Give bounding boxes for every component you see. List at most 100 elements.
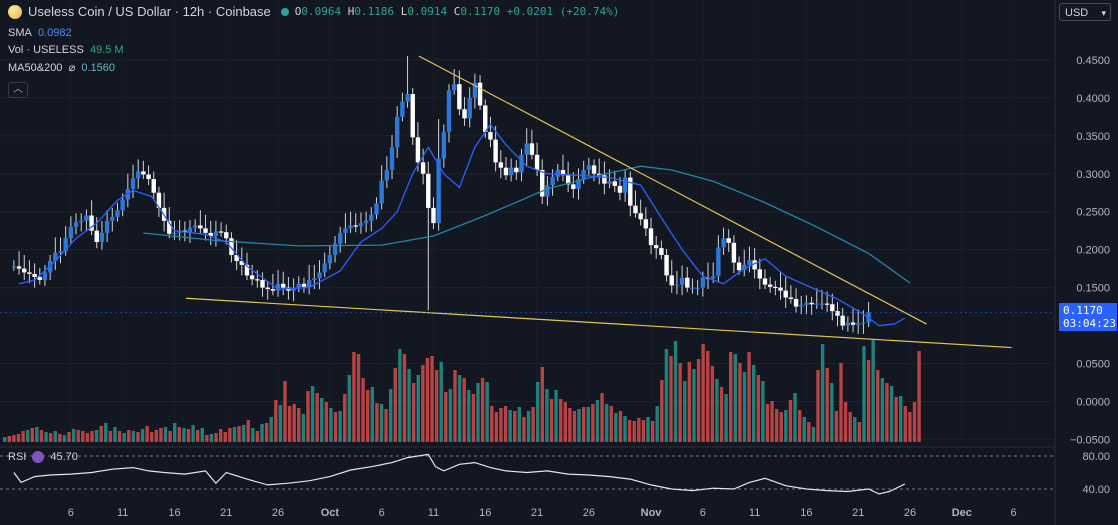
candle: [22, 254, 27, 281]
volume-bar: [526, 411, 531, 442]
candle-body: [224, 232, 229, 239]
candle: [451, 69, 457, 95]
volume-bar: [687, 362, 692, 442]
volume-bar: [554, 390, 558, 442]
bar-countdown: 03:04:23: [1063, 317, 1116, 330]
candle-body: [757, 269, 762, 279]
candle: [187, 220, 193, 243]
volume-bar: [807, 422, 811, 442]
volume-bar: [402, 354, 407, 442]
ma-legend[interactable]: MA50&200 ⌀ 0.1560: [8, 61, 115, 74]
change-value: +0.0201 (+20.74%): [506, 5, 620, 18]
candle-body: [167, 220, 172, 234]
candle: [586, 157, 592, 177]
candle: [814, 288, 819, 309]
volume-bar: [439, 362, 443, 442]
candle-body: [767, 284, 773, 287]
volume-bar: [136, 432, 140, 442]
candle: [519, 148, 524, 182]
y-tick-label: 0.2000: [1076, 245, 1110, 257]
volume-bar: [241, 425, 246, 442]
volume-bar: [747, 352, 751, 442]
volume-bar: [591, 404, 595, 442]
close-value: 0.1170: [460, 5, 501, 18]
x-tick-label: 11: [749, 507, 760, 519]
candle-body: [612, 181, 617, 186]
candle-body: [296, 283, 301, 288]
candle-body: [218, 231, 224, 233]
volume-bar: [669, 356, 673, 442]
x-tick-label: 21: [531, 507, 543, 519]
candle-body: [799, 305, 804, 307]
candle-body: [788, 297, 794, 299]
volume-bars: [3, 340, 921, 442]
candle: [498, 150, 503, 179]
sma-legend[interactable]: SMA 0.0982: [8, 27, 72, 39]
candle-body: [643, 219, 649, 229]
candle-body: [281, 283, 286, 288]
currency-select[interactable]: USD ▾: [1059, 3, 1111, 21]
candle-body: [410, 94, 415, 138]
y-tick-label: 0.0500: [1076, 359, 1110, 371]
volume-bar: [508, 410, 512, 442]
volume-bar: [701, 344, 705, 442]
rsi-legend[interactable]: RSI 45.70: [8, 451, 78, 463]
candle: [405, 56, 410, 108]
volume-bar: [398, 349, 402, 442]
candle: [68, 216, 74, 245]
candle-body: [736, 262, 742, 271]
volume-bar: [269, 417, 273, 442]
volume-bar: [81, 431, 85, 442]
candle: [508, 158, 514, 182]
volume-legend[interactable]: Vol · USELESS 49.5 M: [8, 44, 124, 56]
chart-header: Useless Coin / US Dollar · 12h · Coinbas…: [8, 4, 619, 19]
candle: [327, 245, 333, 270]
candle-body: [110, 217, 115, 221]
candle: [37, 267, 42, 285]
volume-bar: [494, 412, 499, 442]
candle: [705, 262, 711, 290]
volume-bar: [444, 392, 448, 442]
volume-bar: [163, 427, 168, 442]
y-tick-label: 0.4500: [1076, 55, 1110, 67]
candle: [322, 252, 327, 277]
volume-bar: [715, 379, 719, 442]
candle-body: [462, 109, 467, 119]
candle: [565, 161, 571, 192]
symbol-title[interactable]: Useless Coin / US Dollar · 12h · Coinbas…: [28, 4, 271, 19]
candle-body: [830, 304, 835, 312]
volume-bar: [150, 432, 154, 442]
volume-bar: [297, 408, 301, 442]
x-tick-label: 16: [800, 507, 812, 519]
volume-bar: [287, 406, 292, 442]
candle-body: [32, 273, 37, 277]
volume-bar: [218, 429, 223, 442]
last-price: 0.1170: [1063, 304, 1103, 317]
candle-body: [669, 275, 674, 286]
volume-bar: [7, 436, 11, 442]
candle: [426, 161, 431, 311]
volume-bar: [637, 418, 641, 442]
volume-bar: [223, 432, 227, 442]
volume-bar: [379, 404, 384, 442]
y-tick-label: 0.3500: [1076, 131, 1110, 143]
volume-bar: [558, 399, 563, 442]
volume-bar: [614, 413, 618, 442]
candle: [265, 281, 270, 300]
volume-bar: [683, 381, 687, 442]
candle: [804, 295, 809, 315]
candle-body: [37, 276, 42, 281]
x-tick-label: 21: [220, 507, 232, 519]
candle-body: [11, 266, 17, 268]
volume-bar: [411, 383, 416, 442]
rsi-tick-label: 40.00: [1082, 484, 1110, 496]
chevron-up-icon[interactable]: ︿: [8, 82, 28, 98]
x-tick-label: 6: [379, 507, 385, 519]
volume-bar: [568, 408, 572, 442]
candle-body: [565, 175, 571, 185]
candle-body: [234, 254, 239, 262]
candle: [281, 271, 286, 296]
volume-bar: [99, 426, 103, 442]
candle-body: [752, 260, 757, 270]
